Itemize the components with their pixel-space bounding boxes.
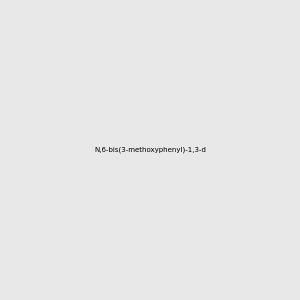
- Text: N,6-bis(3-methoxyphenyl)-1,3-d: N,6-bis(3-methoxyphenyl)-1,3-d: [94, 147, 206, 153]
